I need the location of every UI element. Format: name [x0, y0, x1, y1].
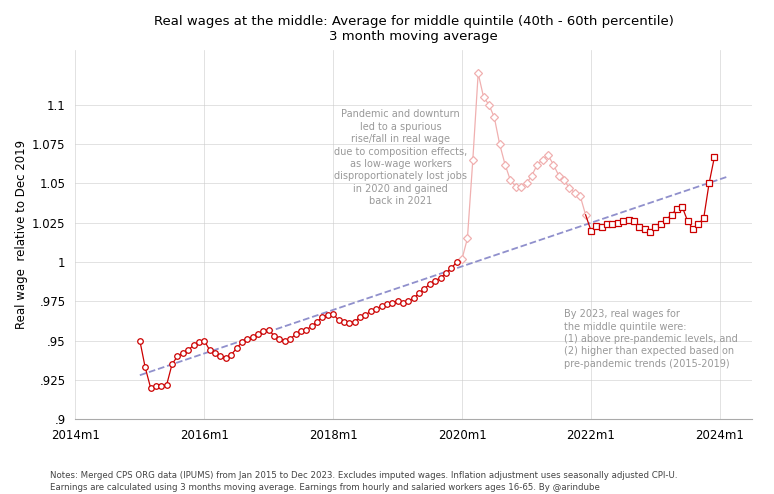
Title: Real wages at the middle: Average for middle quintile (40th - 60th percentile)
3: Real wages at the middle: Average for mi…	[154, 15, 673, 43]
Text: Notes: Merged CPS ORG data (IPUMS) from Jan 2015 to Dec 2023. Excludes imputed w: Notes: Merged CPS ORG data (IPUMS) from …	[50, 471, 678, 492]
Text: By 2023, real wages for
the middle quintile were:
(1) above pre-pandemic levels,: By 2023, real wages for the middle quint…	[564, 309, 738, 369]
Text: Pandemic and downturn
led to a spurious
rise/fall in real wage
due to compositio: Pandemic and downturn led to a spurious …	[334, 110, 467, 206]
Y-axis label: Real wage  relative to Dec 2019: Real wage relative to Dec 2019	[15, 140, 28, 329]
